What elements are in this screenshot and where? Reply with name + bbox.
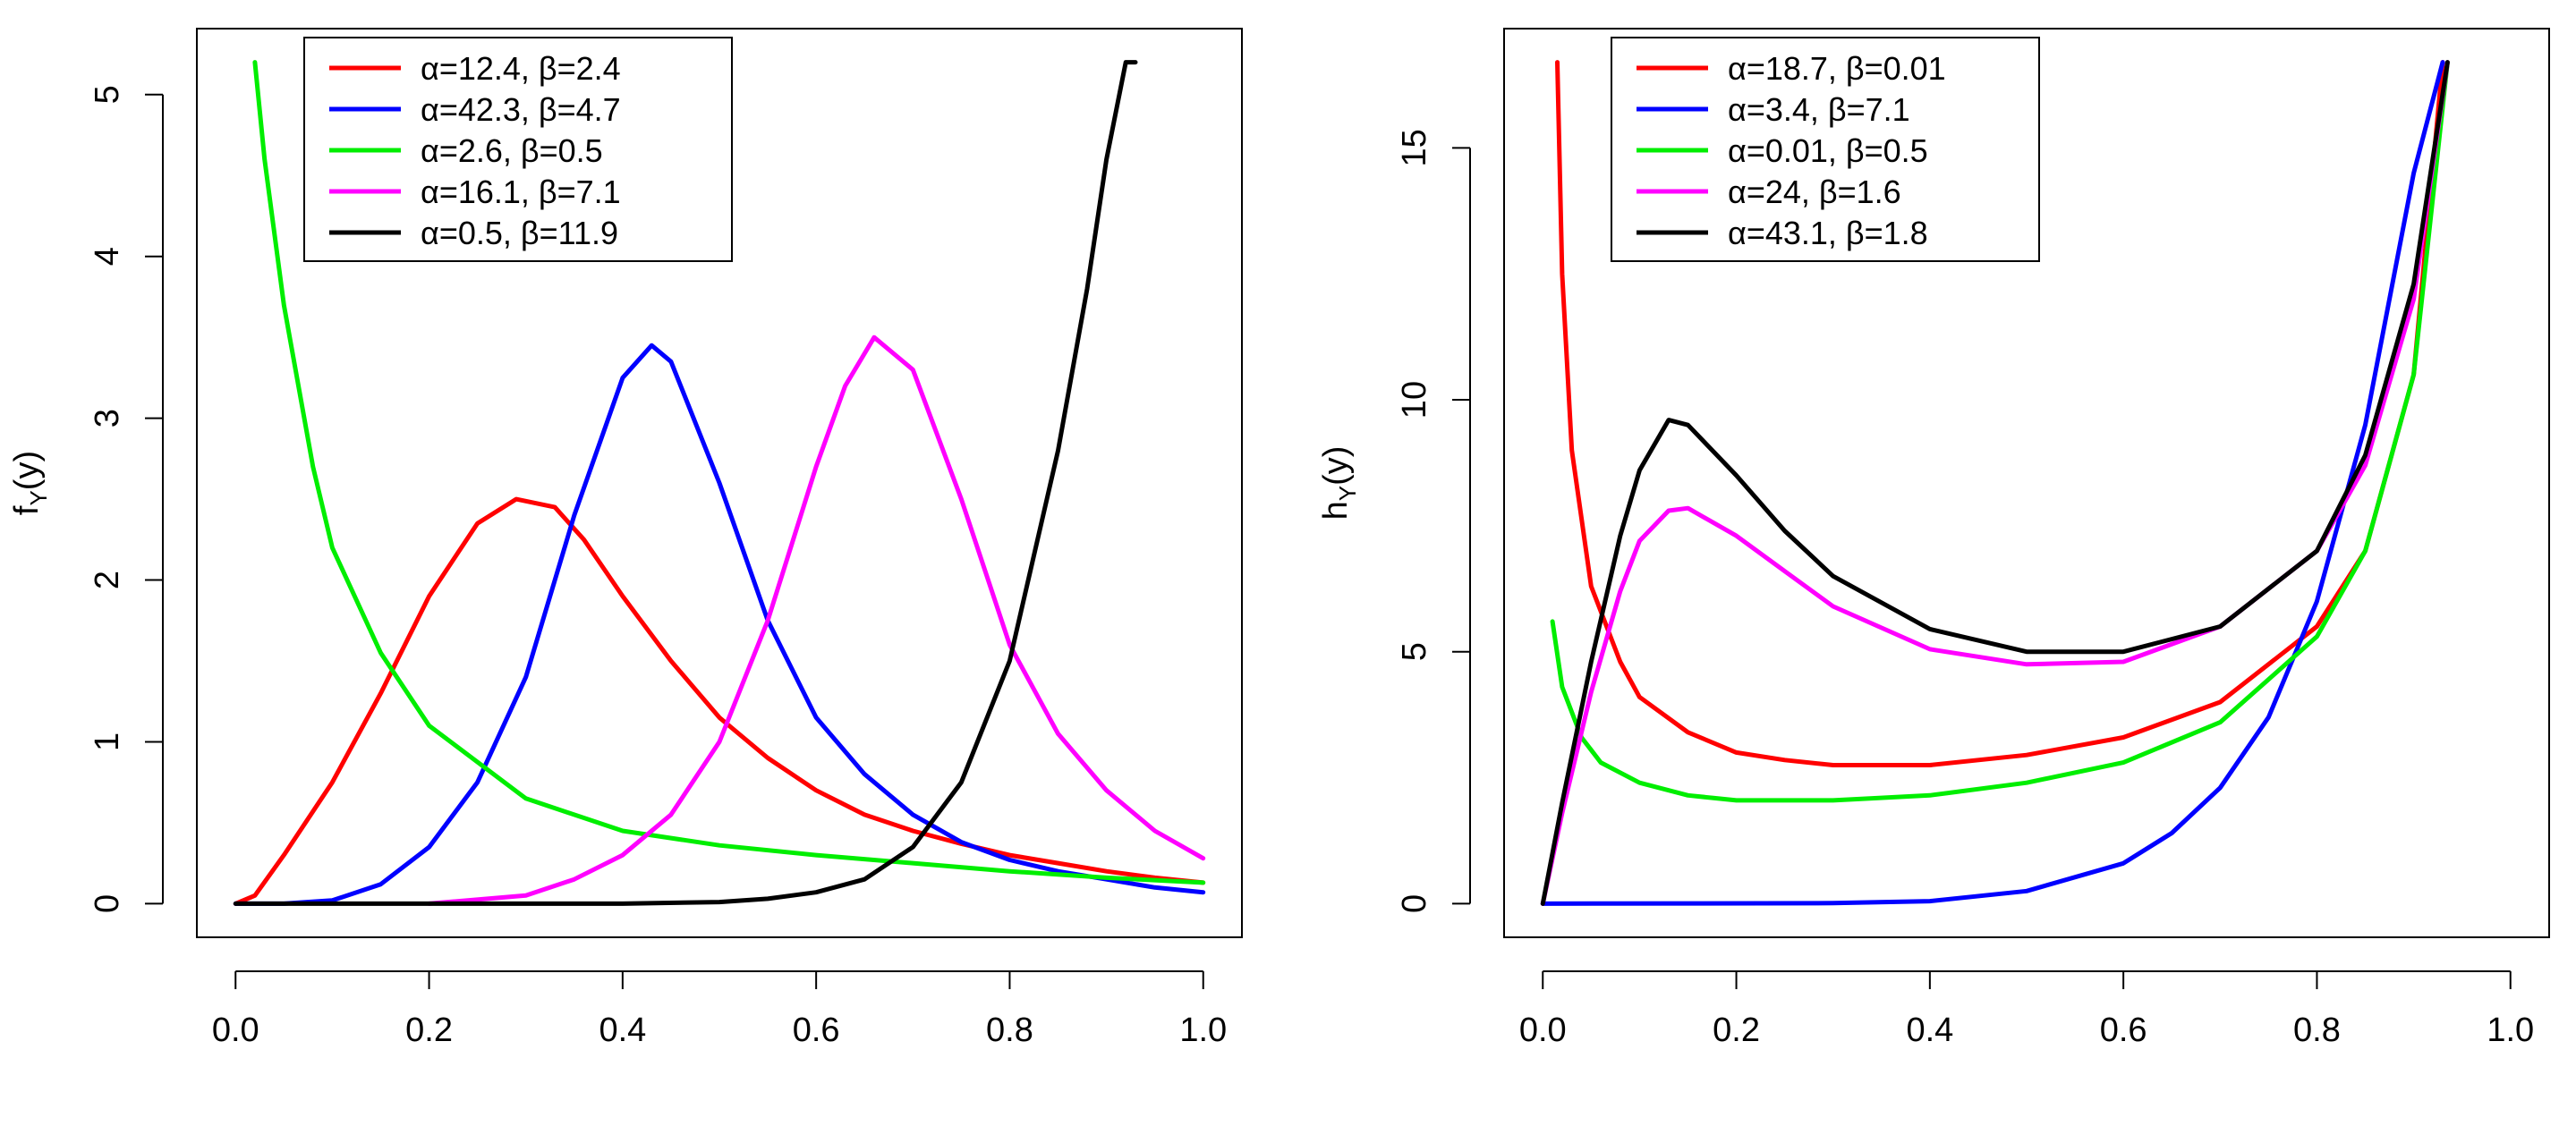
chart-1-series-line-0	[1555, 60, 2445, 767]
chart-0-series-line-1	[233, 343, 1206, 906]
chart-1-series-line-4	[1540, 60, 2450, 906]
density-plot-panel: 0.0 0.2 0.4 0.6 0.8 1.0 y 0 1 2 3 4 5 fY(y) α=12.4, β=…	[8, 28, 1243, 1126]
chart-0-legend-entry-label: α=0.5, β=11.9	[421, 215, 618, 251]
chart-1-series-line-2	[1550, 60, 2450, 803]
chart-0-series-line-2	[252, 60, 1206, 885]
chart-1-y-axis-label-main: h	[1317, 501, 1355, 520]
chart-1-y-axis-label-tail: (y)	[1317, 446, 1355, 486]
chart-1-series-line-1	[1540, 60, 2445, 906]
chart-0-y-tick-label: 0	[89, 894, 126, 913]
chart-0-y-tick-label: 4	[89, 247, 126, 266]
chart-0-y-tick-label: 5	[89, 85, 126, 104]
chart-0-y-tick-label: 1	[89, 732, 126, 751]
chart-1-y-axis-label: hY(y)	[1317, 446, 1361, 521]
chart-0-x-tick-label: 1.0	[1179, 1012, 1227, 1049]
chart-1-y-axis-label-subscript: Y	[1334, 486, 1361, 501]
chart-0-x-tick-label: 0.4	[599, 1012, 646, 1049]
chart-1-legend-entry-label: α=3.4, β=7.1	[1728, 91, 1910, 128]
chart-0-x-tick-label: 0.8	[986, 1012, 1033, 1049]
chart-1-legend-entry-label: α=43.1, β=1.8	[1728, 215, 1928, 251]
chart-0-legend-entry-label: α=2.6, β=0.5	[421, 132, 603, 169]
chart-1-x-tick-label: 0.0	[1519, 1012, 1567, 1049]
chart-1-x-tick-label: 1.0	[2487, 1012, 2534, 1049]
chart-0-y-tick-label: 2	[89, 571, 126, 589]
chart-1-plot-frame	[1503, 28, 2550, 938]
chart-0-series-line-3	[427, 334, 1206, 906]
chart-1-y-tick-label: 0	[1396, 894, 1433, 913]
hazard-plot-panel: 0.0 0.2 0.4 0.6 0.8 1.0 y 0 5 10 15 hY(y) α=18.7, β=…	[1317, 28, 2550, 1126]
chart-1-y-tick-label: 10	[1396, 381, 1433, 419]
chart-1-x-tick-label: 0.4	[1906, 1012, 1953, 1049]
chart-1-x-axis-label: y	[2019, 1121, 2036, 1126]
chart-1-x-tick-label: 0.2	[1713, 1012, 1760, 1049]
chart-0-y-axis-label-main: f	[8, 505, 46, 515]
chart-1-y-tick-label: 5	[1396, 642, 1433, 661]
chart-0-legend-entry-label: α=42.3, β=4.7	[421, 91, 621, 128]
chart-1-legend-entry-label: α=18.7, β=0.01	[1728, 50, 1946, 87]
chart-0-legend-entry-label: α=12.4, β=2.4	[421, 50, 621, 87]
chart-0-legend-entry-label: α=16.1, β=7.1	[421, 174, 621, 210]
chart-0-x-tick-label: 0.6	[793, 1012, 840, 1049]
chart-0-series-line-4	[233, 60, 1138, 906]
chart-1-y-tick-label: 15	[1396, 129, 1433, 166]
chart-1-legend-entry-label: α=24, β=1.6	[1728, 174, 1901, 210]
chart-0-x-tick-label: 0.0	[212, 1012, 259, 1049]
chart-1-x-tick-label: 0.8	[2293, 1012, 2341, 1049]
chart-0-x-axis-label: y	[711, 1121, 728, 1126]
chart-0-y-tick-label: 3	[89, 409, 126, 428]
chart-0-series-line-0	[233, 496, 1206, 906]
chart-0-x-tick-label: 0.2	[405, 1012, 453, 1049]
chart-1-legend-entry-label: α=0.01, β=0.5	[1728, 132, 1928, 169]
chart-0-y-axis-label-subscript: Y	[25, 490, 52, 505]
chart-0-plot-frame	[196, 28, 1243, 938]
chart-0-y-axis-label-tail: (y)	[8, 451, 46, 490]
chart-1-x-tick-label: 0.6	[2100, 1012, 2147, 1049]
chart-0-y-axis-label: fY(y)	[8, 451, 52, 515]
